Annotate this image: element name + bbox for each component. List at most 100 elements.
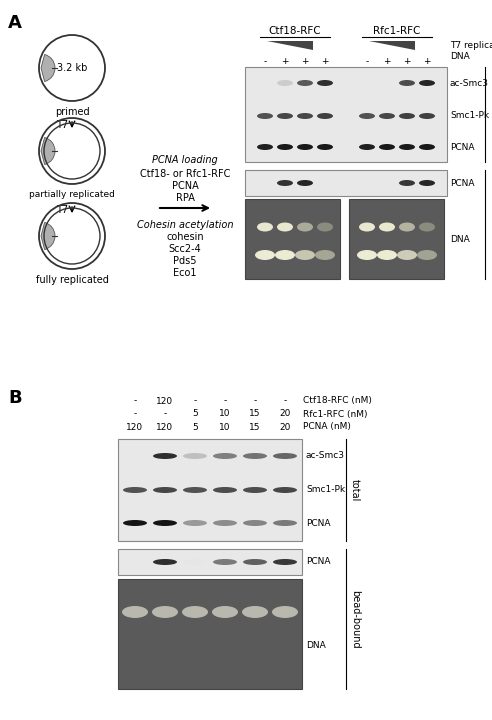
Text: ac-Smc3: ac-Smc3 [306, 451, 345, 461]
Text: +: + [423, 57, 431, 66]
Ellipse shape [243, 487, 267, 493]
Text: PCNA: PCNA [306, 518, 331, 528]
Ellipse shape [359, 113, 375, 119]
Text: Rfc1-RFC (nM): Rfc1-RFC (nM) [303, 410, 368, 418]
Bar [245, 170, 447, 196]
Text: 15: 15 [249, 423, 261, 431]
Ellipse shape [122, 606, 148, 618]
Ellipse shape [297, 144, 313, 150]
Text: +: + [301, 57, 309, 66]
Text: PCNA: PCNA [306, 557, 331, 567]
Text: -: - [133, 397, 137, 405]
Text: fully replicated: fully replicated [35, 275, 108, 285]
Ellipse shape [317, 222, 333, 232]
Ellipse shape [419, 144, 435, 150]
Text: A: A [8, 14, 22, 32]
Ellipse shape [273, 520, 297, 526]
Text: 10: 10 [219, 410, 231, 418]
Text: -: - [283, 397, 287, 405]
Text: RPA: RPA [176, 193, 194, 203]
Text: -: - [133, 410, 137, 418]
Text: -: - [253, 397, 257, 405]
Text: PCNA loading: PCNA loading [152, 155, 218, 165]
Ellipse shape [359, 222, 375, 232]
Wedge shape [41, 222, 55, 250]
Text: Scc2-4: Scc2-4 [169, 244, 201, 254]
Ellipse shape [297, 113, 313, 119]
Ellipse shape [357, 250, 377, 260]
Ellipse shape [277, 80, 293, 86]
Text: +: + [383, 57, 391, 66]
Ellipse shape [399, 80, 415, 86]
Ellipse shape [153, 559, 177, 565]
Ellipse shape [183, 487, 207, 493]
Ellipse shape [297, 180, 313, 186]
Ellipse shape [297, 80, 313, 86]
Text: bead-bound: bead-bound [489, 195, 492, 254]
Text: total: total [489, 103, 492, 126]
Ellipse shape [379, 144, 395, 150]
Bar [245, 199, 340, 279]
Text: T7: T7 [56, 205, 68, 215]
Text: 20: 20 [279, 423, 291, 431]
Text: 3.2 kb: 3.2 kb [57, 63, 87, 73]
Text: -: - [366, 57, 369, 66]
Ellipse shape [419, 222, 435, 232]
Ellipse shape [183, 559, 207, 565]
Ellipse shape [399, 180, 415, 186]
Text: T7 replication: T7 replication [450, 41, 492, 50]
Ellipse shape [213, 487, 237, 493]
Text: cohesin: cohesin [166, 232, 204, 242]
Text: total: total [350, 479, 360, 501]
Ellipse shape [213, 453, 237, 459]
Text: bead-bound: bead-bound [350, 590, 360, 648]
Text: Eco1: Eco1 [173, 268, 197, 278]
Wedge shape [41, 138, 55, 165]
Ellipse shape [243, 520, 267, 526]
Ellipse shape [277, 113, 293, 119]
Ellipse shape [317, 80, 333, 86]
Text: +: + [403, 57, 411, 66]
Text: primed: primed [55, 107, 90, 117]
Text: Ctf18-RFC (nM): Ctf18-RFC (nM) [303, 397, 372, 405]
Text: 20: 20 [279, 410, 291, 418]
Text: 5: 5 [192, 410, 198, 418]
Text: DNA: DNA [450, 52, 470, 61]
Text: DNA: DNA [306, 641, 326, 649]
Ellipse shape [213, 559, 237, 565]
Ellipse shape [213, 520, 237, 526]
Ellipse shape [153, 520, 177, 526]
Ellipse shape [257, 222, 273, 232]
Text: -: - [263, 57, 267, 66]
Ellipse shape [183, 453, 207, 459]
Text: B: B [8, 389, 22, 407]
Ellipse shape [153, 487, 177, 493]
Text: 120: 120 [126, 423, 144, 431]
Text: PCNA: PCNA [172, 181, 198, 191]
Ellipse shape [379, 222, 395, 232]
Text: Smc1-Pk: Smc1-Pk [306, 485, 345, 495]
Bar [118, 579, 302, 689]
Text: -: - [193, 397, 197, 405]
Ellipse shape [419, 80, 435, 86]
Ellipse shape [417, 250, 437, 260]
Ellipse shape [212, 606, 238, 618]
Text: PCNA (nM): PCNA (nM) [303, 423, 351, 431]
Ellipse shape [397, 250, 417, 260]
Text: Cohesin acetylation: Cohesin acetylation [137, 220, 233, 230]
Ellipse shape [359, 144, 375, 150]
Ellipse shape [275, 250, 295, 260]
Text: Rfc1-RFC: Rfc1-RFC [373, 26, 421, 36]
Text: PCNA: PCNA [450, 179, 474, 187]
Text: Ctf18-RFC: Ctf18-RFC [269, 26, 321, 36]
Text: Smc1-Pk: Smc1-Pk [450, 112, 489, 120]
Ellipse shape [273, 559, 297, 565]
Ellipse shape [419, 113, 435, 119]
Text: DNA: DNA [450, 235, 470, 243]
Ellipse shape [182, 606, 208, 618]
Polygon shape [369, 41, 415, 50]
Ellipse shape [183, 520, 207, 526]
Ellipse shape [257, 144, 273, 150]
Ellipse shape [123, 520, 147, 526]
Bar [245, 67, 447, 162]
